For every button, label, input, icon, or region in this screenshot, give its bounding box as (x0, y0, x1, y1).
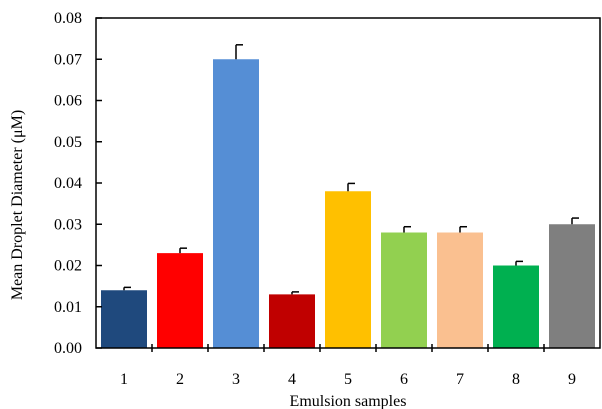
x-tick-label-3: 3 (232, 371, 240, 388)
ticks-layer: 1 2 3 4 5 6 7 8 9 0.00 0.01 0.02 0.03 0.04 0.05 0.06 0.0… (54, 10, 576, 388)
x-axis-title: Emulsion samples (290, 393, 407, 409)
bar-3 (213, 59, 259, 348)
x-tick-label-5: 5 (344, 371, 352, 388)
y-tick-label: 0.04 (54, 175, 82, 192)
y-tick-label: 0.05 (54, 134, 82, 151)
y-tick-label: 0.08 (54, 10, 82, 27)
bar-9 (549, 224, 595, 348)
axes-layer (95, 17, 601, 352)
y-tick-label: 0.07 (54, 51, 82, 68)
y-axis-title: Mean Droplet Diameter (μM) (9, 110, 26, 300)
bar-5 (325, 191, 371, 348)
y-tick-label: 0.02 (54, 258, 82, 275)
x-tick-label-8: 8 (512, 371, 520, 388)
x-tick-label-4: 4 (288, 371, 296, 388)
bar-8 (493, 265, 539, 348)
y-tick-label: 0.06 (54, 93, 82, 110)
x-tick-label-9: 9 (568, 371, 576, 388)
bar-7 (437, 232, 483, 348)
error-bars-layer (123, 44, 579, 295)
x-tick-label-2: 2 (176, 371, 184, 388)
x-tick-label-1: 1 (120, 371, 128, 388)
bar-6 (381, 232, 427, 348)
y-tick-label: 0.00 (54, 340, 82, 357)
y-tick-label: 0.03 (54, 216, 82, 233)
plot-frame (95, 17, 601, 349)
x-tick-label-6: 6 (400, 371, 408, 388)
bar-1 (101, 290, 147, 348)
bar-4 (269, 294, 315, 348)
bars-layer (101, 59, 595, 348)
x-tick-label-7: 7 (456, 371, 464, 388)
y-tick-label: 0.01 (54, 299, 82, 316)
bar-2 (157, 253, 203, 348)
